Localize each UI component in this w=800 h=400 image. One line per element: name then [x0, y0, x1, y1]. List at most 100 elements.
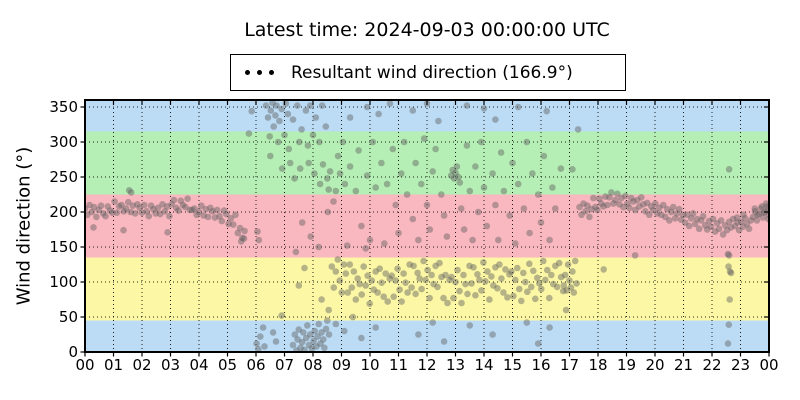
data-point [420, 257, 427, 265]
data-point [150, 205, 157, 213]
data-point [614, 190, 621, 198]
data-point [631, 252, 639, 259]
data-point [369, 138, 377, 146]
data-point [502, 266, 509, 273]
x-tick-label: 10 [360, 356, 380, 374]
data-point [346, 261, 354, 268]
data-point [546, 324, 553, 331]
data-point [306, 331, 314, 338]
data-point [322, 123, 330, 130]
data-point [514, 180, 522, 188]
data-point [292, 248, 300, 256]
data-point [291, 175, 298, 182]
data-point [220, 207, 228, 214]
data-point [436, 259, 443, 267]
data-point [414, 269, 421, 277]
data-point [374, 289, 382, 296]
data-point [446, 276, 453, 284]
data-point [523, 138, 531, 146]
data-point [324, 208, 332, 216]
data-point [255, 236, 263, 244]
data-point [622, 192, 629, 200]
data-point [296, 138, 303, 146]
data-point [448, 273, 455, 281]
data-point [571, 257, 579, 265]
data-point [384, 298, 392, 305]
data-point [660, 201, 667, 209]
data-point [85, 211, 91, 219]
data-point [334, 152, 342, 160]
scatter-chart [80, 99, 770, 357]
data-point [267, 107, 275, 114]
data-point [127, 208, 134, 216]
data-point [460, 271, 467, 279]
data-point [588, 205, 595, 213]
direction-band [85, 100, 769, 132]
data-point [553, 283, 561, 291]
data-point [272, 338, 280, 345]
data-point [675, 205, 683, 213]
data-point [634, 196, 641, 204]
data-point [753, 217, 761, 224]
data-point [749, 213, 757, 221]
axes-border [84, 99, 770, 353]
data-point [725, 166, 733, 173]
data-point [406, 261, 413, 268]
data-point [382, 270, 390, 277]
data-point [724, 250, 732, 258]
data-point [466, 187, 474, 195]
data-point [701, 222, 709, 229]
data-point [248, 107, 255, 115]
data-point [262, 102, 270, 109]
data-point [762, 200, 769, 207]
data-point [570, 289, 578, 296]
x-tick-label: 20 [645, 356, 665, 374]
x-tick-label: 15 [502, 356, 523, 374]
data-point [372, 324, 380, 331]
data-point [456, 287, 463, 295]
data-point [429, 168, 437, 175]
data-point [120, 208, 128, 215]
data-point [626, 204, 633, 212]
data-point [125, 198, 132, 206]
data-point [302, 334, 310, 342]
data-point [729, 215, 737, 223]
data-point [449, 166, 457, 174]
x-tick-label: 16 [531, 356, 551, 374]
data-point [528, 283, 535, 291]
data-point [526, 260, 533, 268]
data-point [482, 278, 489, 285]
data-point [358, 222, 365, 230]
data-point [759, 214, 767, 221]
data-point [106, 207, 114, 214]
data-point [552, 205, 559, 212]
data-point [562, 306, 570, 314]
data-point [376, 265, 384, 272]
data-point [543, 107, 550, 115]
data-point [93, 213, 100, 221]
data-point [415, 331, 422, 338]
x-tick-label: 07 [274, 356, 295, 374]
data-point [496, 261, 503, 268]
data-point [640, 201, 647, 208]
data-point [721, 222, 729, 229]
data-point [652, 200, 659, 207]
data-point [195, 208, 203, 216]
data-point [466, 322, 474, 329]
y-axis-tick-labels: 0 50 100 150 200 250 300 350 [28, 98, 78, 361]
data-point [278, 165, 286, 172]
data-point [468, 280, 475, 287]
data-point [725, 263, 732, 270]
data-point [610, 200, 617, 207]
data-point [536, 280, 543, 287]
data-point [392, 201, 400, 209]
data-point [104, 203, 112, 210]
data-point [237, 238, 245, 245]
data-point [671, 215, 679, 222]
data-point [580, 200, 587, 207]
data-point [548, 271, 555, 279]
data-point [442, 271, 449, 279]
data-point [152, 210, 159, 217]
x-axis-tick-labels: 00 01 02 03 04 05 06 07 08 09 10 11 12 13 14 15 16 17 18 19… [75, 356, 778, 376]
